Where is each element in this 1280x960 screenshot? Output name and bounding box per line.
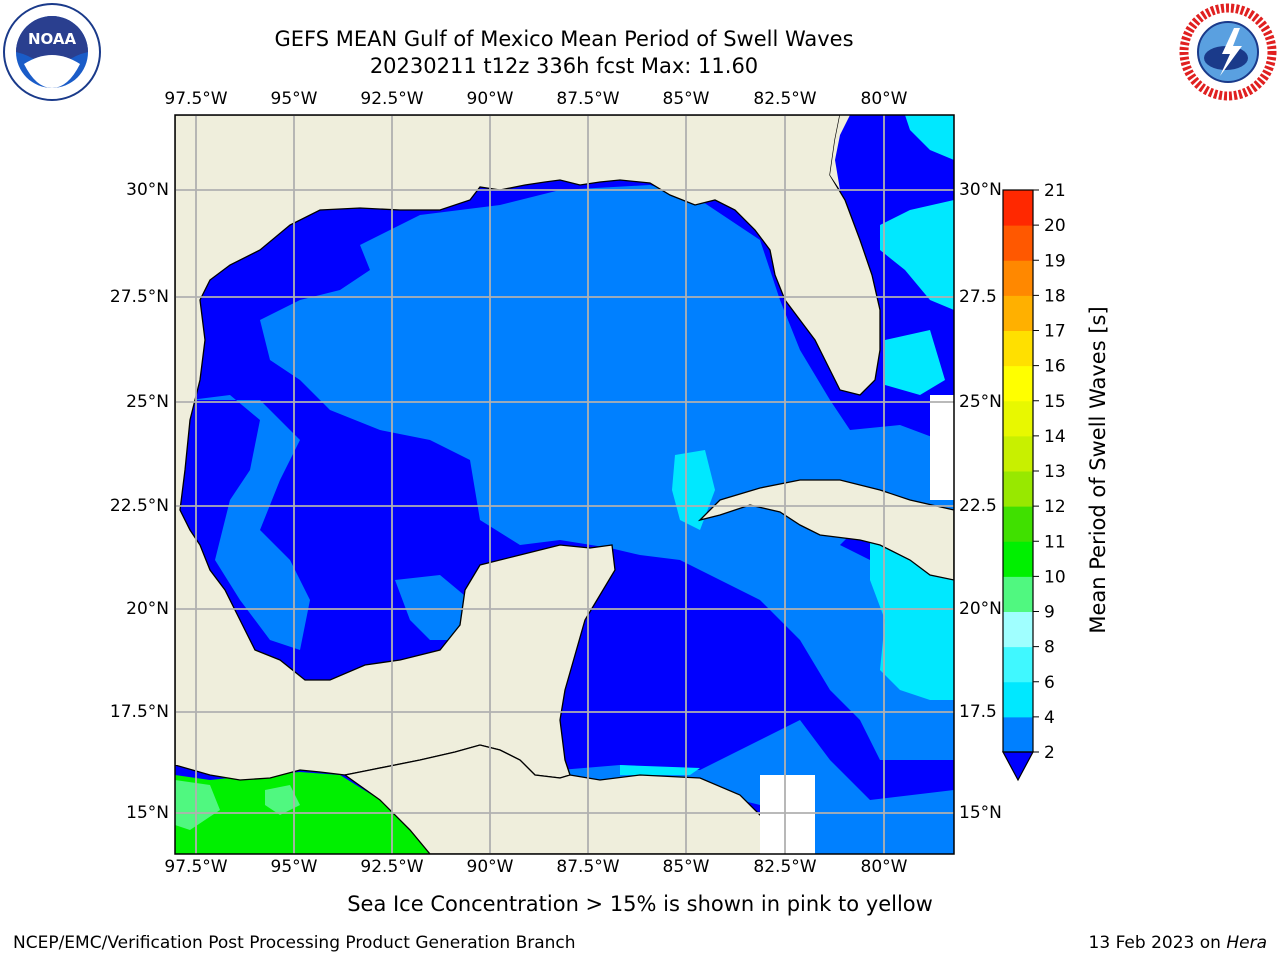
footer-right: 13 Feb 2023 on Hera xyxy=(1089,933,1267,953)
colorbar-tick-label: 13 xyxy=(1044,462,1066,482)
colorbar-box xyxy=(1003,190,1033,226)
lon-tick-bottom: 80°W xyxy=(860,857,908,877)
lon-tick-bottom: 82.5°W xyxy=(753,857,817,877)
colorbar-extend-arrow xyxy=(1001,751,1035,782)
colorbar-box xyxy=(1003,260,1033,296)
lat-tick-left: 17.5°N xyxy=(109,702,169,722)
swell-contour-4-6s-yucatan xyxy=(672,450,715,530)
lon-tick-bottom: 95°W xyxy=(270,857,318,877)
colorbar-tick-label: 15 xyxy=(1044,392,1066,412)
colorbar-tick-label: 20 xyxy=(1044,216,1066,236)
swell-contour-4-6s-east xyxy=(905,115,954,160)
colorbar-box xyxy=(1003,330,1033,367)
map-frame xyxy=(174,114,955,855)
noaa-logo-icon: NOAA xyxy=(3,3,101,101)
lat-tick-right: 15°N xyxy=(959,803,1002,823)
no-data-patch xyxy=(760,775,815,854)
lat-tick-left: 27.5°N xyxy=(109,287,169,307)
lon-tick-top: 85°W xyxy=(662,89,710,109)
lon-tick-top: 87.5°W xyxy=(556,89,620,109)
lon-tick-top: 82.5°W xyxy=(753,89,817,109)
colorbar-box xyxy=(1003,646,1033,683)
land-florida-east xyxy=(830,115,850,190)
lat-tick-left: 30°N xyxy=(126,180,169,200)
colorbar-box xyxy=(1003,541,1033,577)
colorbar-tick-label: 10 xyxy=(1044,567,1066,587)
lat-tick-left: 20°N xyxy=(126,599,169,619)
colorbar-tick-label: 17 xyxy=(1044,322,1066,342)
swell-contour-west-light xyxy=(190,395,310,650)
colorbar: 2 4 6 8 9 10 11 12 13 14 15 16 17 18 19 20 21 xyxy=(1001,181,1066,782)
lon-tick-top: 95°W xyxy=(270,89,318,109)
colorbar-box xyxy=(1003,400,1033,437)
colorbar-tick-label: 18 xyxy=(1044,286,1066,306)
swell-contour-2-4s xyxy=(260,185,954,760)
lat-tick-left: 22.5°N xyxy=(109,496,169,516)
lat-tick-right: 17.5 xyxy=(959,702,997,722)
colorbar-box xyxy=(1003,435,1033,472)
nws-logo-icon xyxy=(1179,3,1277,101)
lon-tick-bottom: 87.5°W xyxy=(556,857,620,877)
colorbar-tick-label: 12 xyxy=(1044,497,1066,517)
lon-tick-bottom: 90°W xyxy=(466,857,514,877)
lat-tick-right: 22.5 xyxy=(959,496,997,516)
map-subtitle: 20230211 t12z 336h fcst Max: 11.60 xyxy=(369,54,759,78)
colorbar-box xyxy=(1003,576,1033,612)
colorbar-tick-label: 19 xyxy=(1044,251,1066,271)
lon-tick-top: 97.5°W xyxy=(164,89,228,109)
no-data-patch-2 xyxy=(930,395,954,500)
lat-tick-right: 27.5 xyxy=(959,287,997,307)
colorbar-tick-label: 6 xyxy=(1044,673,1055,693)
colorbar-box xyxy=(1003,225,1033,261)
lat-tick-left: 25°N xyxy=(126,392,169,412)
swell-contour-caribbean-light xyxy=(560,720,954,854)
colorbar-box xyxy=(1003,681,1033,718)
footer-date: 13 Feb 2023 on xyxy=(1088,933,1227,953)
footer-left: NCEP/EMC/Verification Post Processing Pr… xyxy=(13,933,576,953)
lon-tick-bottom: 97.5°W xyxy=(164,857,228,877)
lon-tick-bottom: 92.5°W xyxy=(360,857,424,877)
colorbar-tick-label: 9 xyxy=(1044,603,1055,623)
colorbar-tick-label: 16 xyxy=(1044,357,1066,377)
colorbar-tick-label: 11 xyxy=(1044,532,1066,552)
map-title: GEFS MEAN Gulf of Mexico Mean Period of … xyxy=(274,27,854,51)
colorbar-box xyxy=(1003,716,1033,753)
lat-tick-right: 25°N xyxy=(959,392,1002,412)
colorbar-box xyxy=(1003,471,1033,507)
lat-tick-left: 15°N xyxy=(126,803,169,823)
footer-machine: Hera xyxy=(1226,933,1267,953)
colorbar-tick-label: 8 xyxy=(1044,638,1055,658)
colorbar-tick-label: 2 xyxy=(1044,743,1055,763)
swell-contour-pacific-light-green xyxy=(175,780,220,830)
colorbar-tick-label: 21 xyxy=(1044,181,1066,201)
colorbar-box xyxy=(1003,506,1033,542)
colorbar-tick-label: 4 xyxy=(1044,708,1055,728)
colorbar-box xyxy=(1003,295,1033,331)
land-central-america xyxy=(343,744,791,854)
swell-contour-4-6s-florida xyxy=(880,200,954,310)
colorbar-box xyxy=(1003,611,1033,648)
swell-contour-west-light-2 xyxy=(395,575,470,640)
lat-tick-right: 30°N xyxy=(959,180,1002,200)
swell-contour-4-6s-honduras xyxy=(620,765,700,775)
sea-ice-note: Sea Ice Concentration > 15% is shown in … xyxy=(347,892,933,916)
swell-contour-4-6s-caribbean xyxy=(870,540,954,700)
lon-tick-top: 92.5°W xyxy=(360,89,424,109)
lon-tick-top: 80°W xyxy=(860,89,908,109)
colorbar-box xyxy=(1003,365,1033,402)
colorbar-tick-label: 14 xyxy=(1044,427,1066,447)
swell-contour-4-6s-bahamas xyxy=(885,330,945,395)
lat-tick-right: 20°N xyxy=(959,599,1002,619)
colorbar-label: Mean Period of Swell Waves [s] xyxy=(1086,306,1110,634)
land-cuba xyxy=(697,479,954,581)
swell-contour-pacific-light-green-2 xyxy=(265,785,300,815)
map-gridlines xyxy=(175,115,954,854)
lon-tick-top: 90°W xyxy=(466,89,514,109)
svg-text:NOAA: NOAA xyxy=(28,30,77,48)
lon-tick-bottom: 85°W xyxy=(662,857,710,877)
